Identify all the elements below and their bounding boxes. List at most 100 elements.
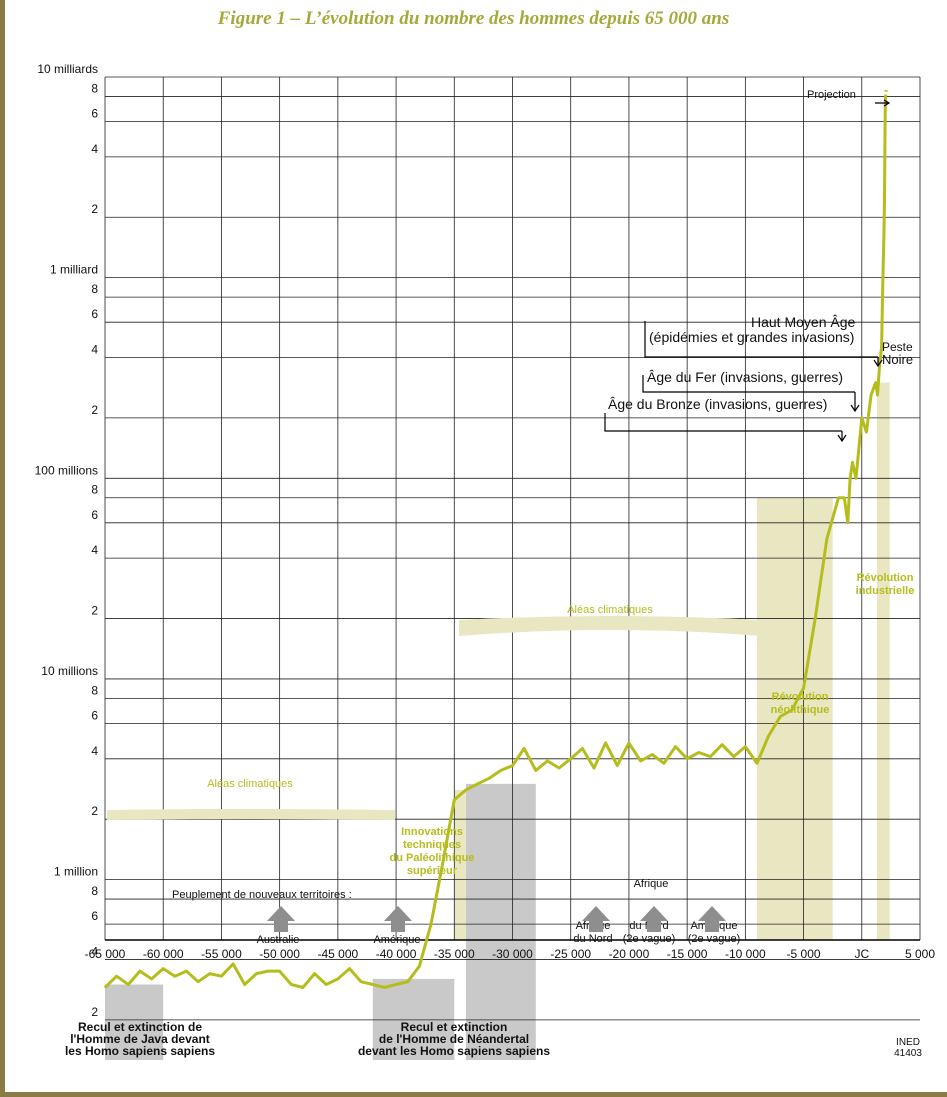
- data-point: [851, 461, 854, 464]
- y-tick-label: 2: [91, 202, 98, 216]
- x-tick-label: -40 000: [376, 947, 417, 961]
- y-tick-label: 10 milliards: [37, 62, 98, 76]
- label-bronze: Âge du Bronze (invasions, guerres): [608, 396, 827, 412]
- data-point: [870, 394, 872, 396]
- data-point: [372, 983, 374, 986]
- band-neolithic: [757, 497, 833, 940]
- x-tick-label: -65 000: [85, 947, 126, 961]
- climate-braces: [107, 616, 761, 820]
- left-frame-bar: [0, 0, 5, 1097]
- data-point: [325, 983, 327, 986]
- data-point: [232, 963, 234, 965]
- label-java-1: Recul et extinction de: [78, 1020, 202, 1034]
- data-point: [430, 923, 432, 925]
- label-innovations-3: du Paléolithique: [390, 852, 475, 864]
- y-tick-label: 4: [91, 543, 98, 557]
- label-amerique2-2: (2e vague): [688, 933, 741, 945]
- data-point: [255, 973, 257, 975]
- data-point: [558, 767, 560, 769]
- data-point: [453, 799, 455, 801]
- data-point: [883, 236, 885, 238]
- label-aleas-1: Aléas climatiques: [207, 778, 293, 790]
- label-ined-2: 41403: [894, 1048, 922, 1059]
- data-point: [721, 744, 723, 746]
- data-point: [686, 758, 688, 760]
- y-tick-label: 4: [91, 342, 98, 356]
- data-point: [302, 986, 304, 989]
- data-point: [337, 978, 339, 980]
- data-point: [279, 970, 281, 972]
- band-upper-paleolithic: [454, 789, 466, 940]
- data-point: [880, 346, 883, 348]
- label-innovations-4: supérieur: [407, 865, 458, 877]
- data-point: [847, 522, 849, 524]
- data-point: [744, 746, 746, 748]
- data-point: [878, 368, 880, 370]
- label-neandertal-2: de l'Homme de Néandertal: [379, 1032, 529, 1046]
- data-point: [826, 538, 828, 540]
- data-point: [220, 975, 223, 977]
- x-tick-label: 5 000: [905, 947, 935, 961]
- y-tick-label: 6: [91, 708, 98, 722]
- label-peste-1: Peste: [882, 340, 913, 354]
- label-moyen-age-2: (épidémies et grandes invasions): [649, 329, 854, 345]
- y-tick-label: 8: [91, 483, 98, 497]
- label-rev-neolithique-1: Révolution: [772, 691, 829, 703]
- brace-climate-1: [107, 809, 395, 820]
- label-neandertal-1: Recul et extinction: [401, 1020, 508, 1034]
- data-point: [174, 975, 176, 977]
- x-tick-label: -20 000: [609, 947, 650, 961]
- y-tick-label: 1 million: [54, 865, 98, 879]
- data-point: [442, 863, 444, 865]
- data-point: [674, 746, 677, 748]
- y-tick-label: 4: [91, 744, 98, 758]
- label-afrique-nord-2: du Nord: [573, 933, 612, 945]
- data-point: [616, 764, 618, 767]
- data-point: [879, 356, 882, 359]
- x-tick-label: -55 000: [201, 947, 242, 961]
- y-tick-label: 6: [91, 107, 98, 121]
- data-point: [546, 760, 549, 762]
- label-rev-neolithique-2: néolithique: [771, 704, 830, 716]
- arrow-up-du-nord: [640, 906, 668, 932]
- arrow-up-afrique-nord: [582, 906, 610, 932]
- data-point: [418, 965, 420, 967]
- data-point: [837, 497, 840, 499]
- data-point: [814, 617, 816, 620]
- data-point: [639, 760, 642, 762]
- arrow-moyen-age: [873, 357, 883, 368]
- label-fer: Âge du Fer (invasions, guerres): [647, 369, 843, 385]
- data-point: [570, 758, 572, 760]
- band-neandertal-early: [372, 978, 455, 1060]
- label-rev-industrielle-1: Révolution: [857, 572, 914, 584]
- data-point: [581, 747, 583, 750]
- data-point: [865, 431, 868, 433]
- arrow-bronze: [837, 431, 847, 443]
- label-amerique: Amérique: [373, 934, 420, 946]
- label-innovations-1: Innovations: [401, 826, 463, 838]
- x-tick-label: -10 000: [725, 947, 766, 961]
- x-tick-label: -30 000: [492, 947, 533, 961]
- data-point: [628, 742, 630, 744]
- label-moyen-age-1: Haut Moyen Âge: [751, 314, 855, 330]
- x-tick-label: -60 000: [143, 947, 184, 961]
- data-point: [500, 769, 502, 772]
- figure-title: Figure 1 – L’évolution du nombre des hom…: [217, 8, 730, 29]
- data-point: [360, 981, 362, 983]
- data-point: [882, 286, 884, 288]
- label-du-nord-2: (2e vague): [623, 933, 676, 945]
- data-point: [698, 751, 700, 754]
- data-point: [872, 387, 875, 390]
- label-aleas-2: Aléas climatiques: [567, 604, 653, 616]
- data-point: [150, 978, 153, 980]
- y-tick-label: 4: [91, 944, 98, 958]
- y-axis-ticks: 10 milliards 8 6 4 2 1 milliard 8 6 4 2 100 millio…: [35, 62, 99, 1019]
- brace-climate-2: [459, 616, 761, 636]
- label-peuplement: Peuplement de nouveaux territoires :: [172, 889, 352, 901]
- series-layer: [103, 89, 888, 989]
- arrow-up-amerique2: [698, 906, 726, 932]
- label-australie: Australie: [257, 934, 300, 946]
- y-tick-label: 8: [91, 683, 98, 697]
- data-point: [407, 981, 409, 983]
